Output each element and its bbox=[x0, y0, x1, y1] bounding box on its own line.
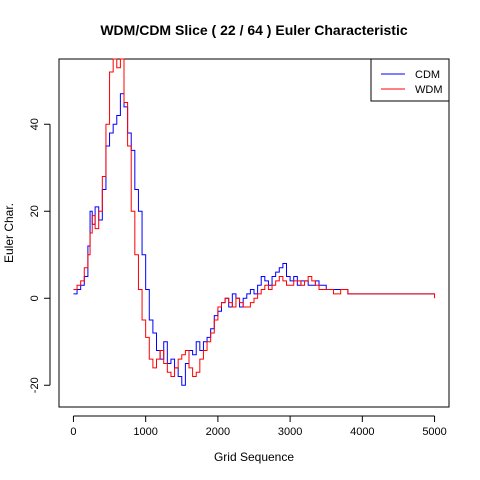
series-line-wdm bbox=[73, 58, 436, 378]
y-axis-label: Euler Char. bbox=[2, 203, 16, 263]
x-tick-label: 5000 bbox=[422, 426, 446, 438]
x-tick-label: 4000 bbox=[350, 426, 374, 438]
plot-series bbox=[73, 58, 436, 386]
x-tick-label: 0 bbox=[70, 426, 76, 438]
chart-title: WDM/CDM Slice ( 22 / 64 ) Euler Characte… bbox=[100, 22, 408, 38]
y-tick-label: 20 bbox=[29, 205, 41, 217]
plot-frame bbox=[58, 58, 450, 408]
x-axis-label: Grid Sequence bbox=[214, 450, 294, 464]
x-tick-label: 1000 bbox=[133, 426, 157, 438]
x-tick-label: 2000 bbox=[206, 426, 230, 438]
x-tick-label: 3000 bbox=[278, 426, 302, 438]
legend-box bbox=[370, 58, 450, 102]
legend: CDM WDM bbox=[370, 58, 450, 102]
y-axis: -20 0 20 40 bbox=[29, 118, 51, 393]
series-line-cdm bbox=[73, 93, 435, 386]
y-tick-label: -20 bbox=[29, 377, 41, 393]
y-tick-label: 40 bbox=[29, 118, 41, 130]
legend-label-cdm: CDM bbox=[415, 69, 440, 81]
y-tick-label: 0 bbox=[29, 295, 41, 301]
x-axis: 0 1000 2000 3000 4000 5000 bbox=[70, 415, 447, 438]
legend-label-wdm: WDM bbox=[415, 84, 443, 96]
